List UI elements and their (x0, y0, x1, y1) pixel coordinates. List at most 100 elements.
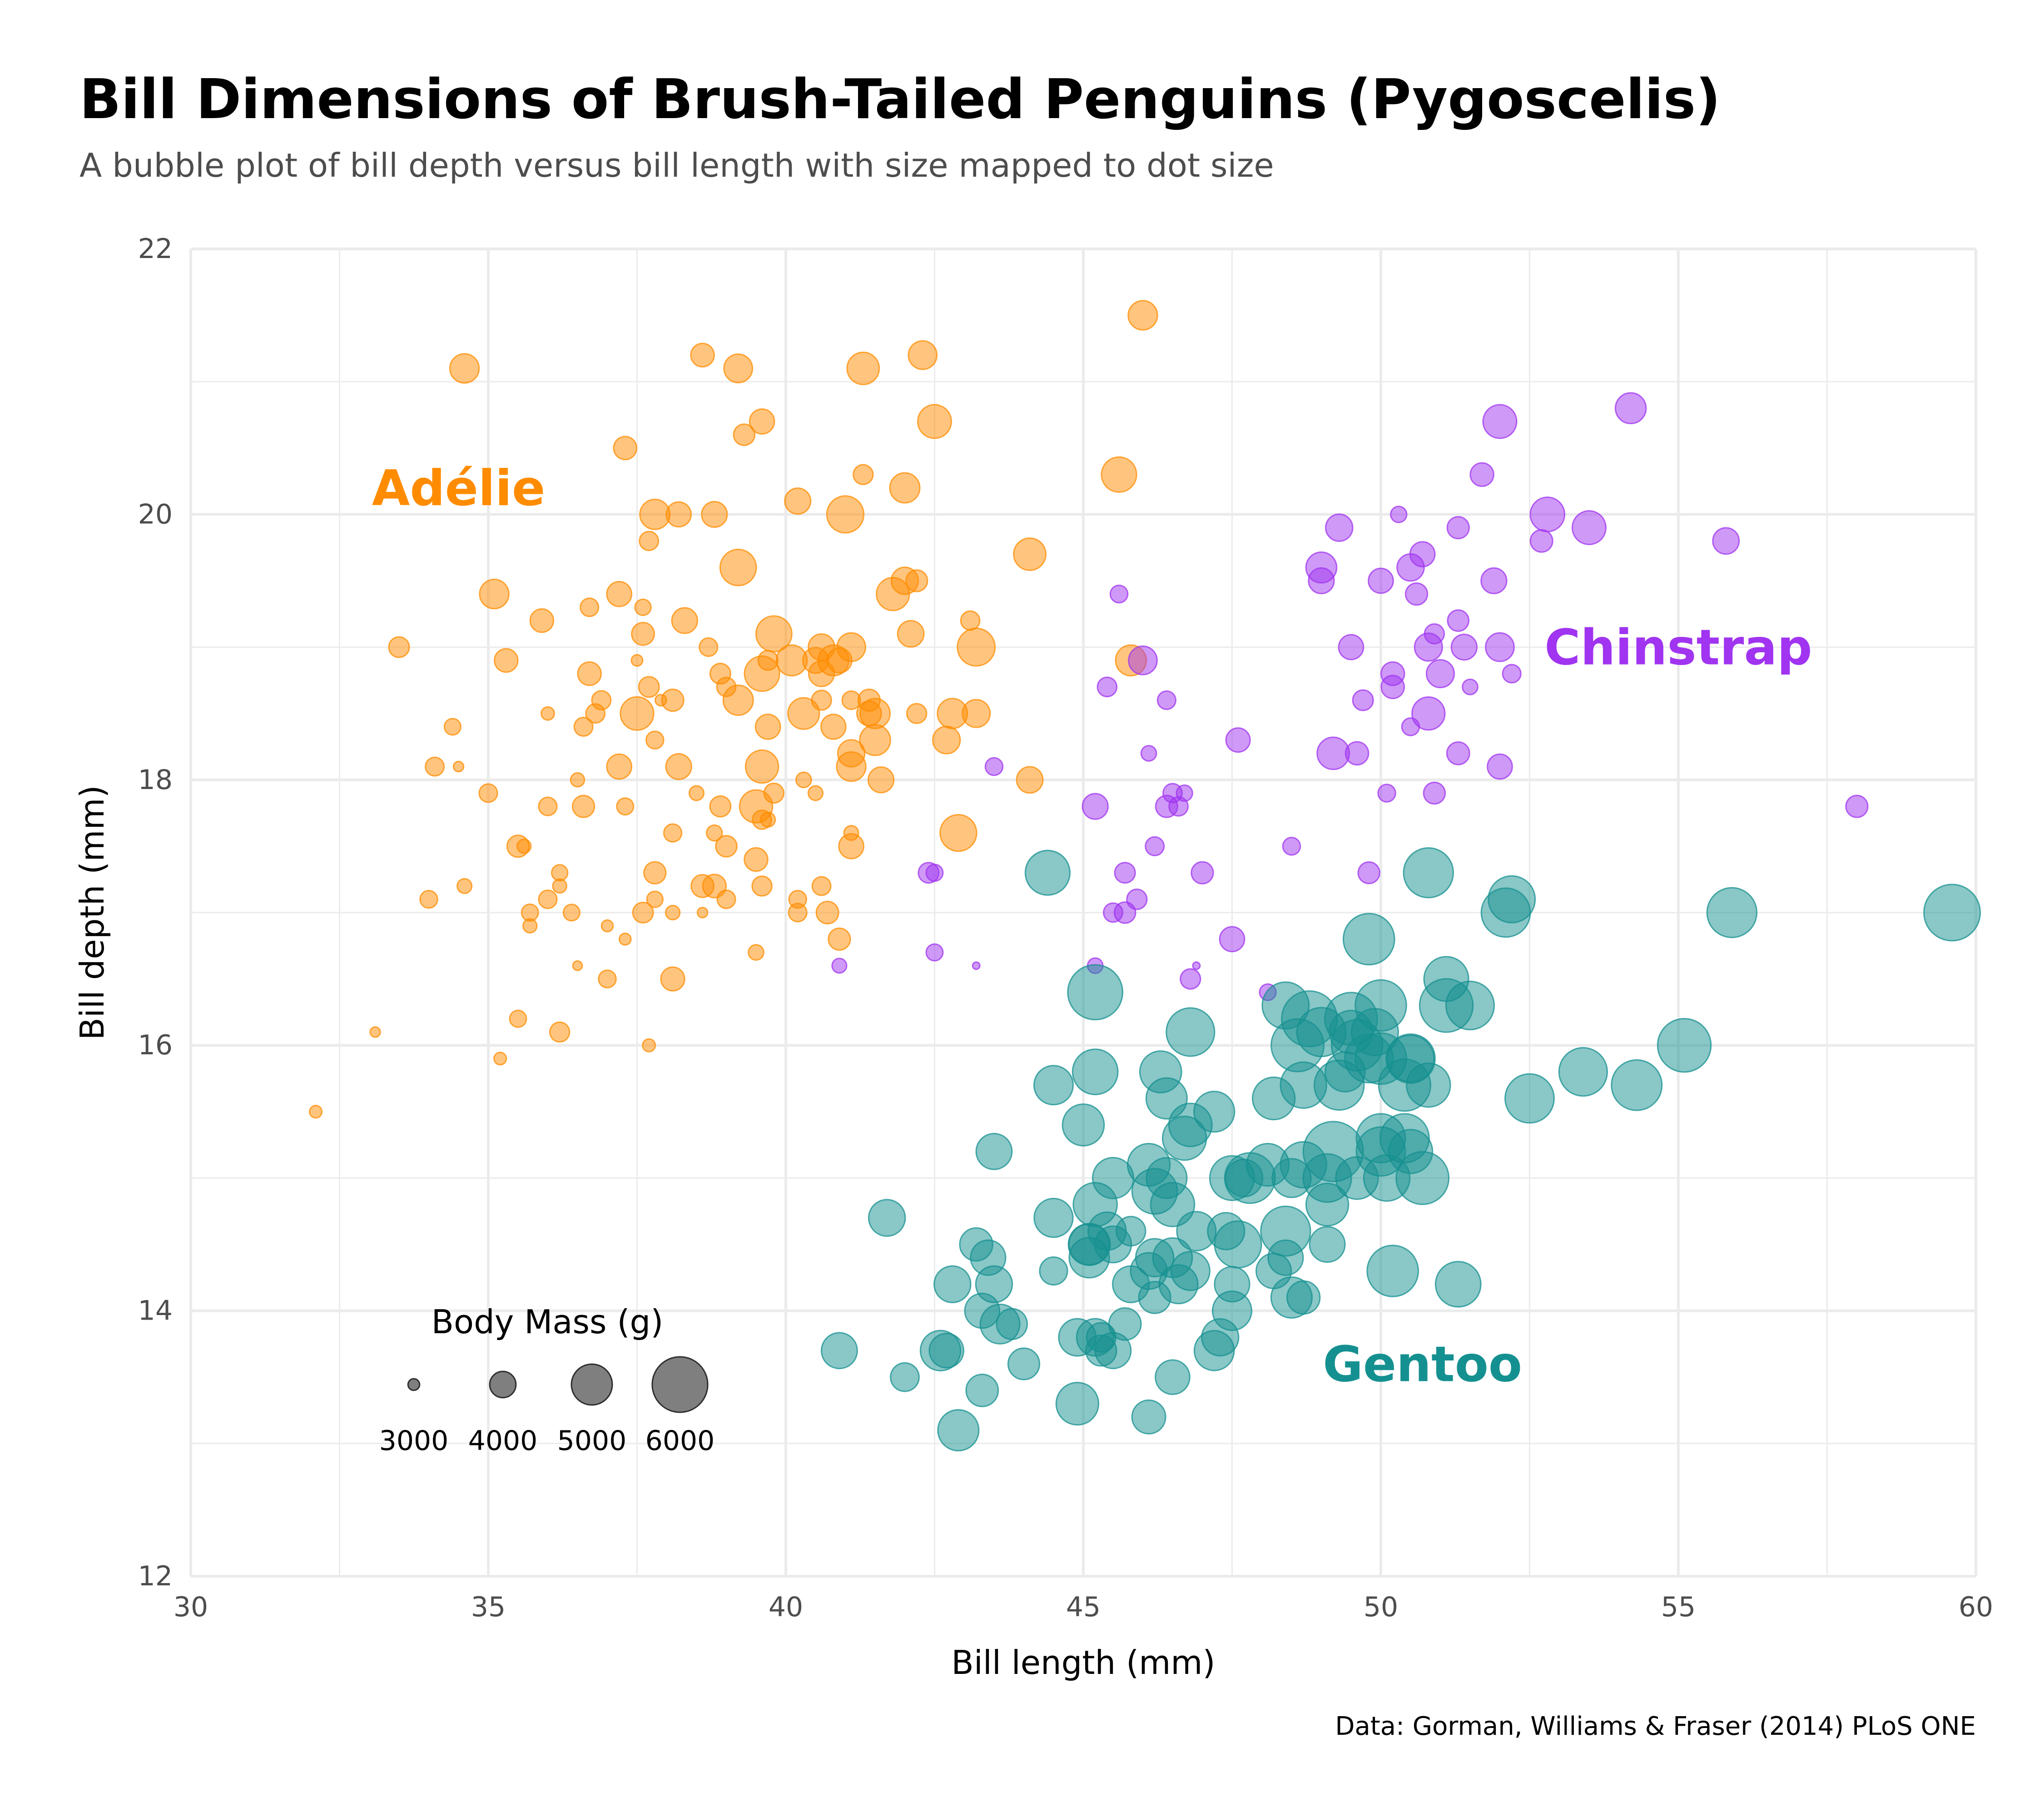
data-point (996, 1308, 1028, 1340)
data-point (613, 436, 638, 461)
size-legend-key (407, 1378, 421, 1391)
data-point (1404, 582, 1429, 606)
data-point (643, 861, 667, 884)
data-point (538, 889, 558, 909)
data-point (571, 794, 595, 818)
data-point (570, 772, 585, 788)
data-point (795, 771, 812, 789)
data-point (660, 966, 685, 992)
data-point (701, 501, 728, 528)
data-point (580, 597, 600, 617)
data-point (1145, 836, 1165, 856)
data-point (787, 697, 820, 730)
data-point (716, 889, 736, 909)
major-gridlines (189, 248, 1977, 1578)
data-point (1450, 633, 1478, 661)
chart-subtitle: A bubble plot of bill depth versus bill … (79, 146, 1274, 184)
data-point (479, 579, 510, 610)
data-point (478, 783, 498, 803)
data-point (751, 875, 773, 897)
data-point (1424, 623, 1445, 645)
data-point (665, 501, 692, 528)
data-point (1368, 567, 1394, 594)
size-legend-key (489, 1370, 517, 1399)
x-tick-label: 55 (1661, 1591, 1696, 1623)
data-point (826, 495, 865, 534)
data-point (631, 621, 655, 646)
data-point (572, 960, 583, 971)
data-point (646, 890, 664, 908)
data-point (1409, 541, 1436, 567)
data-point (836, 751, 867, 782)
data-point (665, 753, 692, 780)
data-point (688, 785, 705, 801)
data-point (618, 933, 632, 946)
data-point (1013, 537, 1047, 571)
y-tick-label: 14 (138, 1295, 173, 1327)
data-point (1072, 1048, 1119, 1096)
data-point (509, 1009, 527, 1028)
data-point (706, 824, 723, 842)
data-point (1611, 1059, 1663, 1111)
y-tick-labels: 12 14 16 18 20 22 (138, 233, 173, 1592)
data-point (1062, 1103, 1105, 1147)
data-point (748, 944, 764, 961)
data-point (521, 904, 539, 922)
data-point (1482, 404, 1518, 439)
data-point (1033, 1197, 1074, 1238)
data-point (1267, 1239, 1304, 1276)
data-point (573, 716, 594, 737)
series-adlie (308, 300, 1158, 1119)
x-tick-label: 30 (174, 1591, 208, 1623)
data-point (925, 864, 944, 882)
data-point (1712, 527, 1740, 555)
data-point (975, 1265, 1013, 1303)
data-point (1126, 889, 1148, 910)
data-point (634, 598, 652, 616)
data-point (1504, 1073, 1555, 1124)
data-point (671, 607, 698, 634)
x-tick-label: 45 (1066, 1591, 1101, 1623)
data-point (749, 408, 775, 435)
data-point (754, 714, 781, 740)
data-point (984, 757, 1004, 776)
data-point (937, 1409, 980, 1452)
x-tick-label: 40 (769, 1591, 803, 1623)
data-point (763, 782, 784, 804)
size-legend-key (571, 1363, 613, 1406)
y-tick-label: 22 (138, 233, 173, 265)
data-point (1155, 1359, 1191, 1395)
data-point (853, 464, 874, 485)
data-point (760, 811, 776, 828)
data-point (1109, 584, 1129, 604)
data-point (1055, 1381, 1100, 1426)
data-point (456, 878, 473, 894)
size-legend-label: 6000 (645, 1425, 715, 1457)
data-point (425, 756, 445, 777)
data-point (1214, 1266, 1250, 1303)
data-point (308, 1105, 323, 1119)
data-point (1176, 784, 1193, 802)
data-point (972, 961, 981, 970)
data-point (719, 548, 757, 586)
x-axis-title: Bill length (mm) (951, 1643, 1215, 1682)
data-point (1423, 781, 1446, 805)
data-point (1067, 964, 1124, 1021)
data-point (591, 690, 612, 710)
data-point (616, 797, 635, 816)
data-point (1923, 884, 1981, 942)
data-point (1024, 849, 1071, 896)
data-point (493, 1052, 507, 1066)
data-point (632, 902, 654, 923)
data-point (665, 904, 681, 921)
data-point (1469, 462, 1494, 487)
data-point (1007, 1347, 1041, 1380)
x-tick-label: 35 (471, 1591, 506, 1623)
data-point (1344, 741, 1369, 766)
data-point (1128, 645, 1158, 675)
data-point (388, 636, 410, 658)
data-point (1380, 661, 1405, 686)
data-point (1529, 529, 1553, 553)
data-point (1462, 678, 1478, 695)
